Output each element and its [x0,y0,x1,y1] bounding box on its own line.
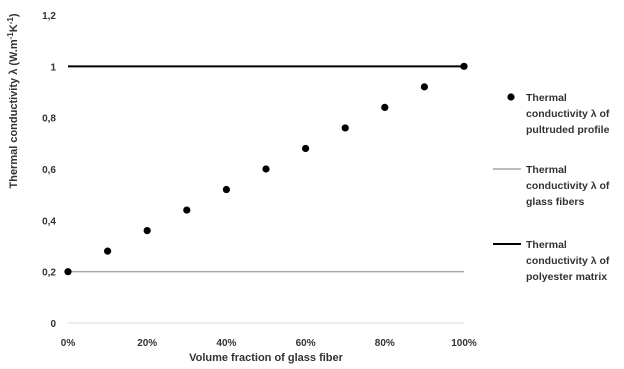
y-tick-label: 0,8 [42,114,56,125]
legend-label: conductivity λ of [526,108,610,120]
legend-label: Thermal [526,239,567,251]
data-point [460,62,468,70]
x-tick-label: 0% [61,338,76,349]
legend-label: Thermal [526,92,567,104]
y-axis-title: Thermal conductivity λ (W.m-1K-1) [6,13,20,188]
y-axis-title-close: ) [8,13,20,17]
data-point [302,144,310,153]
x-tick-label: 80% [375,338,395,349]
data-point [420,83,428,91]
legend-label: glass fibers [526,196,585,208]
legend-marker [507,93,515,101]
legend-label: conductivity λ of [526,180,610,192]
data-point [183,206,191,214]
y-axis-title-sup2: -1 [6,17,15,25]
x-tick-label: 60% [296,338,316,349]
legend-label: Thermal [526,164,567,176]
y-axis-title-main: Thermal conductivity λ (W.m [8,39,20,188]
legend: Thermal conductivity λ of pultruded profil… [493,92,610,283]
y-tick-label: 1 [50,62,56,73]
y-tick-label: 0,4 [42,216,56,227]
y-tick-label: 1,2 [42,11,56,22]
x-axis-title: Volume fraction of glass fiber [189,352,344,364]
y-axis-title-sup1: -1 [6,32,15,40]
data-point [222,185,230,194]
x-tick-label: 40% [216,338,236,349]
y-tick-label: 0,6 [42,165,56,176]
y-tick-label: 0 [50,319,56,330]
y-axis-title-k: K [8,24,20,32]
x-tick-label: 20% [137,338,157,349]
series [64,62,468,276]
data-point [341,124,349,132]
x-tick-label: 100% [451,338,477,349]
y-tick-label: 0,2 [42,268,56,279]
data-point [64,268,72,276]
data-point [381,103,389,111]
x-tick-labels: 0% 20% 40% 60% 80% 100% [61,338,477,349]
y-tick-labels: 0 0,2 0,4 0,6 0,8 1 1,2 [42,11,56,330]
data-point [104,247,112,255]
legend-label: conductivity λ of [526,255,610,267]
legend-label: pultruded profile [526,124,610,136]
data-point [143,227,151,235]
legend-label: polyester matrix [526,271,607,283]
data-point [262,165,270,173]
